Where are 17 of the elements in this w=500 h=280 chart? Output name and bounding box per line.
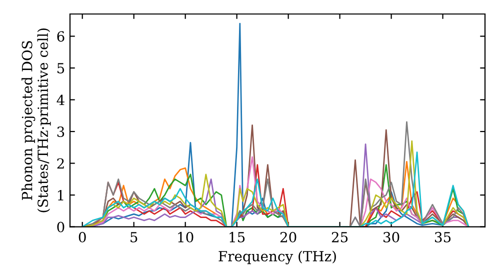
x-tick-label: 20 (280, 232, 296, 242)
x-tick-label: 25 (332, 232, 348, 242)
x-axis-title: Frequency (THz) (218, 250, 336, 264)
x-tick-label: 15 (230, 232, 245, 242)
y-tick-label: 4 (56, 94, 64, 106)
y-tick-label: 5 (57, 63, 64, 74)
x-tick-label: 10 (178, 232, 194, 242)
y-tick-label: 1 (58, 190, 64, 200)
x-tick-label: 0 (78, 232, 86, 242)
y-tick-label: 2 (57, 158, 64, 169)
x-tick-label: 30 (384, 232, 400, 242)
x-tick-label: 35 (435, 232, 451, 242)
y-axis-title: Phonon projected DOS (States/THz·primitive cell) (22, 28, 51, 212)
y-tick-label: 0 (57, 222, 64, 232)
y-tick-label: 3 (57, 126, 64, 137)
y-tick-label: 6 (57, 31, 64, 42)
x-tick-label: 5 (130, 232, 138, 242)
